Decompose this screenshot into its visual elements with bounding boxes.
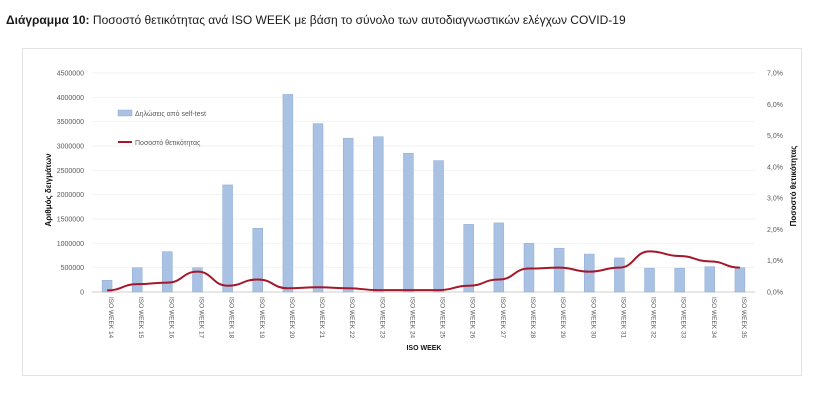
x-tick-label: ISO WEEK 34 (710, 297, 717, 339)
y2-tick-label: 4,0% (767, 164, 783, 171)
y-tick-label: 3000000 (57, 144, 84, 151)
y-tick-label: 1500000 (57, 217, 84, 224)
bar (704, 266, 716, 293)
y2-tick-label: 7,0% (767, 71, 783, 78)
x-tick-label: ISO WEEK 32 (650, 297, 657, 339)
bar (433, 160, 444, 293)
bar (674, 267, 685, 293)
bar (734, 267, 746, 293)
bar (192, 267, 203, 293)
x-tick-label: ISO WEEK 30 (589, 297, 596, 339)
bar (584, 253, 595, 293)
y2-tick-label: 5,0% (767, 133, 783, 140)
bar (373, 136, 384, 293)
bar (553, 247, 565, 293)
x-tick-label: ISO WEEK 20 (288, 297, 295, 339)
x-tick-label: ISO WEEK 21 (318, 297, 325, 339)
bar (252, 227, 263, 293)
chart-frame (22, 48, 802, 376)
y2-tick-label: 2,0% (767, 227, 783, 234)
bar (282, 94, 294, 293)
y-tick-label: 500000 (61, 265, 84, 272)
positivity-line (107, 250, 740, 292)
y2-axis-title: Ποσοστό θετικότητας (789, 146, 798, 227)
gridlines (92, 72, 755, 293)
y2-tick-label: 6,0% (767, 102, 783, 109)
y-tick-label: 0 (80, 290, 84, 297)
bar (493, 222, 505, 293)
bar (342, 137, 354, 293)
y-tick-label: 4000000 (57, 95, 84, 102)
x-tick-label: ISO WEEK 26 (469, 297, 476, 339)
y-tick-label: 4500000 (57, 71, 84, 78)
legend-line-label: Ποσοστό θετικότητας (135, 139, 201, 147)
y-tick-label: 2500000 (57, 168, 84, 175)
y2-tick-label: 1,0% (767, 258, 783, 265)
legend: Δηλώσεις από self-test Ποσοστό θετικότητ… (117, 109, 206, 147)
x-tick-label: ISO WEEK 14 (107, 297, 114, 339)
chart-title: Διάγραμμα 10: Ποσοστό θετικότητας ανά IS… (6, 13, 626, 27)
bar (162, 251, 173, 293)
y-tick-label: 2000000 (57, 192, 84, 199)
x-tick-label: ISO WEEK 18 (228, 297, 235, 339)
left-axis-ticks: 0 500000 1000000 1500000 2000000 2500000 30000… (57, 71, 84, 297)
bar (131, 267, 143, 293)
right-axis-ticks: 0,0% 1,0% 2,0% 3,0% 4,0% 5,0% 6,0% 7,0% (767, 71, 783, 297)
y2-tick-label: 0,0% (767, 290, 783, 297)
x-tick-label: ISO WEEK 22 (348, 297, 355, 339)
bar (222, 184, 233, 293)
bar (403, 153, 414, 293)
y2-tick-label: 3,0% (767, 196, 783, 203)
bar (312, 123, 324, 293)
x-tick-label: ISO WEEK 31 (619, 297, 626, 339)
x-tick-label: ISO WEEK 17 (197, 297, 204, 339)
y-tick-label: 1000000 (57, 241, 84, 248)
x-tick-label: ISO WEEK 15 (137, 297, 144, 339)
figure-caption: Ποσοστό θετικότητας ανά ISO WEEK με βάση… (92, 13, 626, 27)
x-tick-label: ISO WEEK 25 (439, 297, 446, 339)
bar-series (101, 94, 746, 293)
x-tick-label: ISO WEEK 28 (529, 297, 536, 339)
category-labels: ISO WEEK 14 ISO WEEK 15 ISO WEEK 16 ISO WEE… (107, 297, 747, 339)
x-tick-label: ISO WEEK 27 (499, 297, 506, 339)
figure-label: Διάγραμμα 10: (6, 13, 90, 27)
x-tick-label: ISO WEEK 16 (167, 297, 174, 339)
bar (101, 280, 113, 293)
x-tick-label: ISO WEEK 19 (258, 297, 265, 339)
legend-bar-label: Δηλώσεις από self-test (135, 110, 206, 118)
x-axis-title: ISO WEEK (406, 345, 441, 352)
legend-bar-swatch (117, 109, 133, 117)
x-tick-label: ISO WEEK 33 (680, 297, 687, 339)
x-tick-label: ISO WEEK 35 (740, 297, 747, 339)
line-series (107, 250, 740, 292)
bar (463, 224, 474, 293)
y-axis-title: Αριθμός δειγμάτων (44, 153, 53, 227)
bar (644, 267, 655, 293)
bar (614, 257, 625, 293)
y-tick-label: 3500000 (57, 119, 84, 126)
x-tick-label: ISO WEEK 24 (408, 297, 415, 339)
x-tick-label: ISO WEEK 29 (559, 297, 566, 339)
x-tick-label: ISO WEEK 23 (378, 297, 385, 339)
